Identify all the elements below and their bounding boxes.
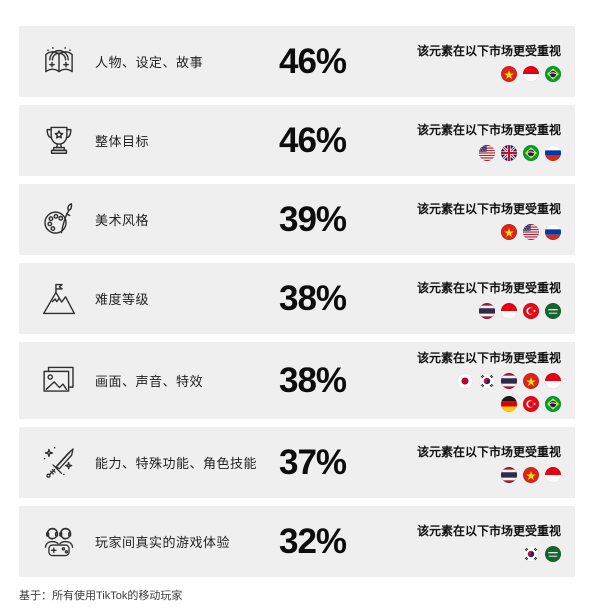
footnote: 基于：所有使用TikTok的移动玩家 [19, 590, 183, 602]
element-row: 画面、声音、特效 38% 该元素在以下市场更受重视 [19, 342, 575, 419]
russia-flag-icon [545, 144, 561, 161]
markets-note: 该元素在以下市场更受重视 [416, 280, 561, 295]
thailand-flag-icon [479, 302, 495, 319]
brazil-flag-icon [545, 65, 561, 82]
markets-block: 该元素在以下市场更受重视 [389, 121, 561, 161]
element-percentage: 46% [279, 41, 347, 81]
vietnam-flag-icon [523, 373, 539, 389]
turkey-flag-icon [523, 302, 539, 319]
vietnam-flag-icon [501, 65, 517, 82]
saudi-arabia-flag-icon [545, 302, 561, 319]
brazil-flag-icon [523, 144, 539, 161]
element-row: 人物、设定、故事 46% 该元素在以下市场更受重视 [19, 26, 575, 97]
turkey-flag-icon [523, 396, 539, 412]
media-icon [38, 359, 80, 403]
element-row: 整体目标 46% 该元素在以下市场更受重视 [19, 105, 575, 176]
usa-flag-icon [479, 144, 495, 161]
market-flags [523, 545, 561, 562]
mountain-icon [38, 277, 80, 321]
market-flags [501, 65, 561, 82]
uk-flag-icon [501, 144, 517, 161]
element-row: 难度等级 38% 该元素在以下市场更受重视 [19, 263, 575, 334]
indonesia-flag-icon [545, 373, 561, 389]
markets-block: 该元素在以下市场更受重视 [389, 443, 561, 483]
saudi-arabia-flag-icon [545, 545, 561, 562]
south-korea-flag-icon [479, 373, 495, 389]
element-row: 美术风格 39% 该元素在以下市场更受重视 [19, 184, 575, 255]
element-label: 人物、设定、故事 [95, 55, 204, 70]
market-flags [479, 302, 561, 319]
markets-note: 该元素在以下市场更受重视 [416, 351, 561, 365]
rows-list: 人物、设定、故事 46% 该元素在以下市场更受重视 整体目标 46% 该元素在以… [19, 26, 575, 577]
indonesia-flag-icon [545, 466, 561, 483]
russia-flag-icon [545, 223, 561, 240]
markets-block: 该元素在以下市场更受重视 [389, 522, 561, 562]
players-icon [38, 520, 80, 564]
element-label: 难度等级 [95, 292, 150, 307]
markets-note: 该元素在以下市场更受重视 [416, 122, 561, 137]
vietnam-flag-icon [501, 223, 517, 240]
element-percentage: 46% [279, 120, 347, 160]
markets-note: 该元素在以下市场更受重视 [416, 444, 561, 459]
element-label: 玩家间真实的游戏体验 [95, 535, 231, 550]
market-flags [501, 466, 561, 483]
element-percentage: 38% [279, 278, 347, 318]
usa-flag-icon [523, 223, 539, 240]
thailand-flag-icon [501, 466, 517, 483]
markets-note: 该元素在以下市场更受重视 [416, 201, 561, 216]
markets-block: 该元素在以下市场更受重视 [389, 42, 561, 82]
market-flags [501, 223, 561, 240]
palette-icon [38, 198, 80, 242]
element-label: 画面、声音、特效 [95, 374, 204, 389]
germany-flag-icon [501, 396, 517, 412]
storybook-icon [38, 40, 80, 84]
element-label: 美术风格 [95, 213, 150, 228]
element-percentage: 38% [279, 360, 347, 400]
market-flags [451, 373, 561, 412]
element-percentage: 39% [279, 199, 347, 239]
markets-block: 该元素在以下市场更受重视 [389, 200, 561, 240]
brazil-flag-icon [545, 396, 561, 412]
market-flags [479, 144, 561, 161]
trophy-icon [38, 119, 80, 163]
sword-icon [38, 441, 80, 485]
markets-block: 该元素在以下市场更受重视 [389, 279, 561, 319]
japan-flag-icon [457, 373, 473, 389]
indonesia-flag-icon [523, 65, 539, 82]
vietnam-flag-icon [523, 466, 539, 483]
south-korea-flag-icon [523, 545, 539, 562]
thailand-flag-icon [501, 373, 517, 389]
element-label: 整体目标 [95, 134, 150, 149]
indonesia-flag-icon [501, 302, 517, 319]
markets-note: 该元素在以下市场更受重视 [416, 43, 561, 58]
element-row: 能力、特殊功能、角色技能 37% 该元素在以下市场更受重视 [19, 427, 575, 498]
markets-note: 该元素在以下市场更受重视 [416, 523, 561, 538]
markets-block: 该元素在以下市场更受重视 [389, 349, 561, 412]
element-label: 能力、特殊功能、角色技能 [95, 456, 258, 471]
element-row: 玩家间真实的游戏体验 32% 该元素在以下市场更受重视 [19, 506, 575, 577]
element-percentage: 32% [279, 521, 347, 561]
element-percentage: 37% [279, 442, 347, 482]
